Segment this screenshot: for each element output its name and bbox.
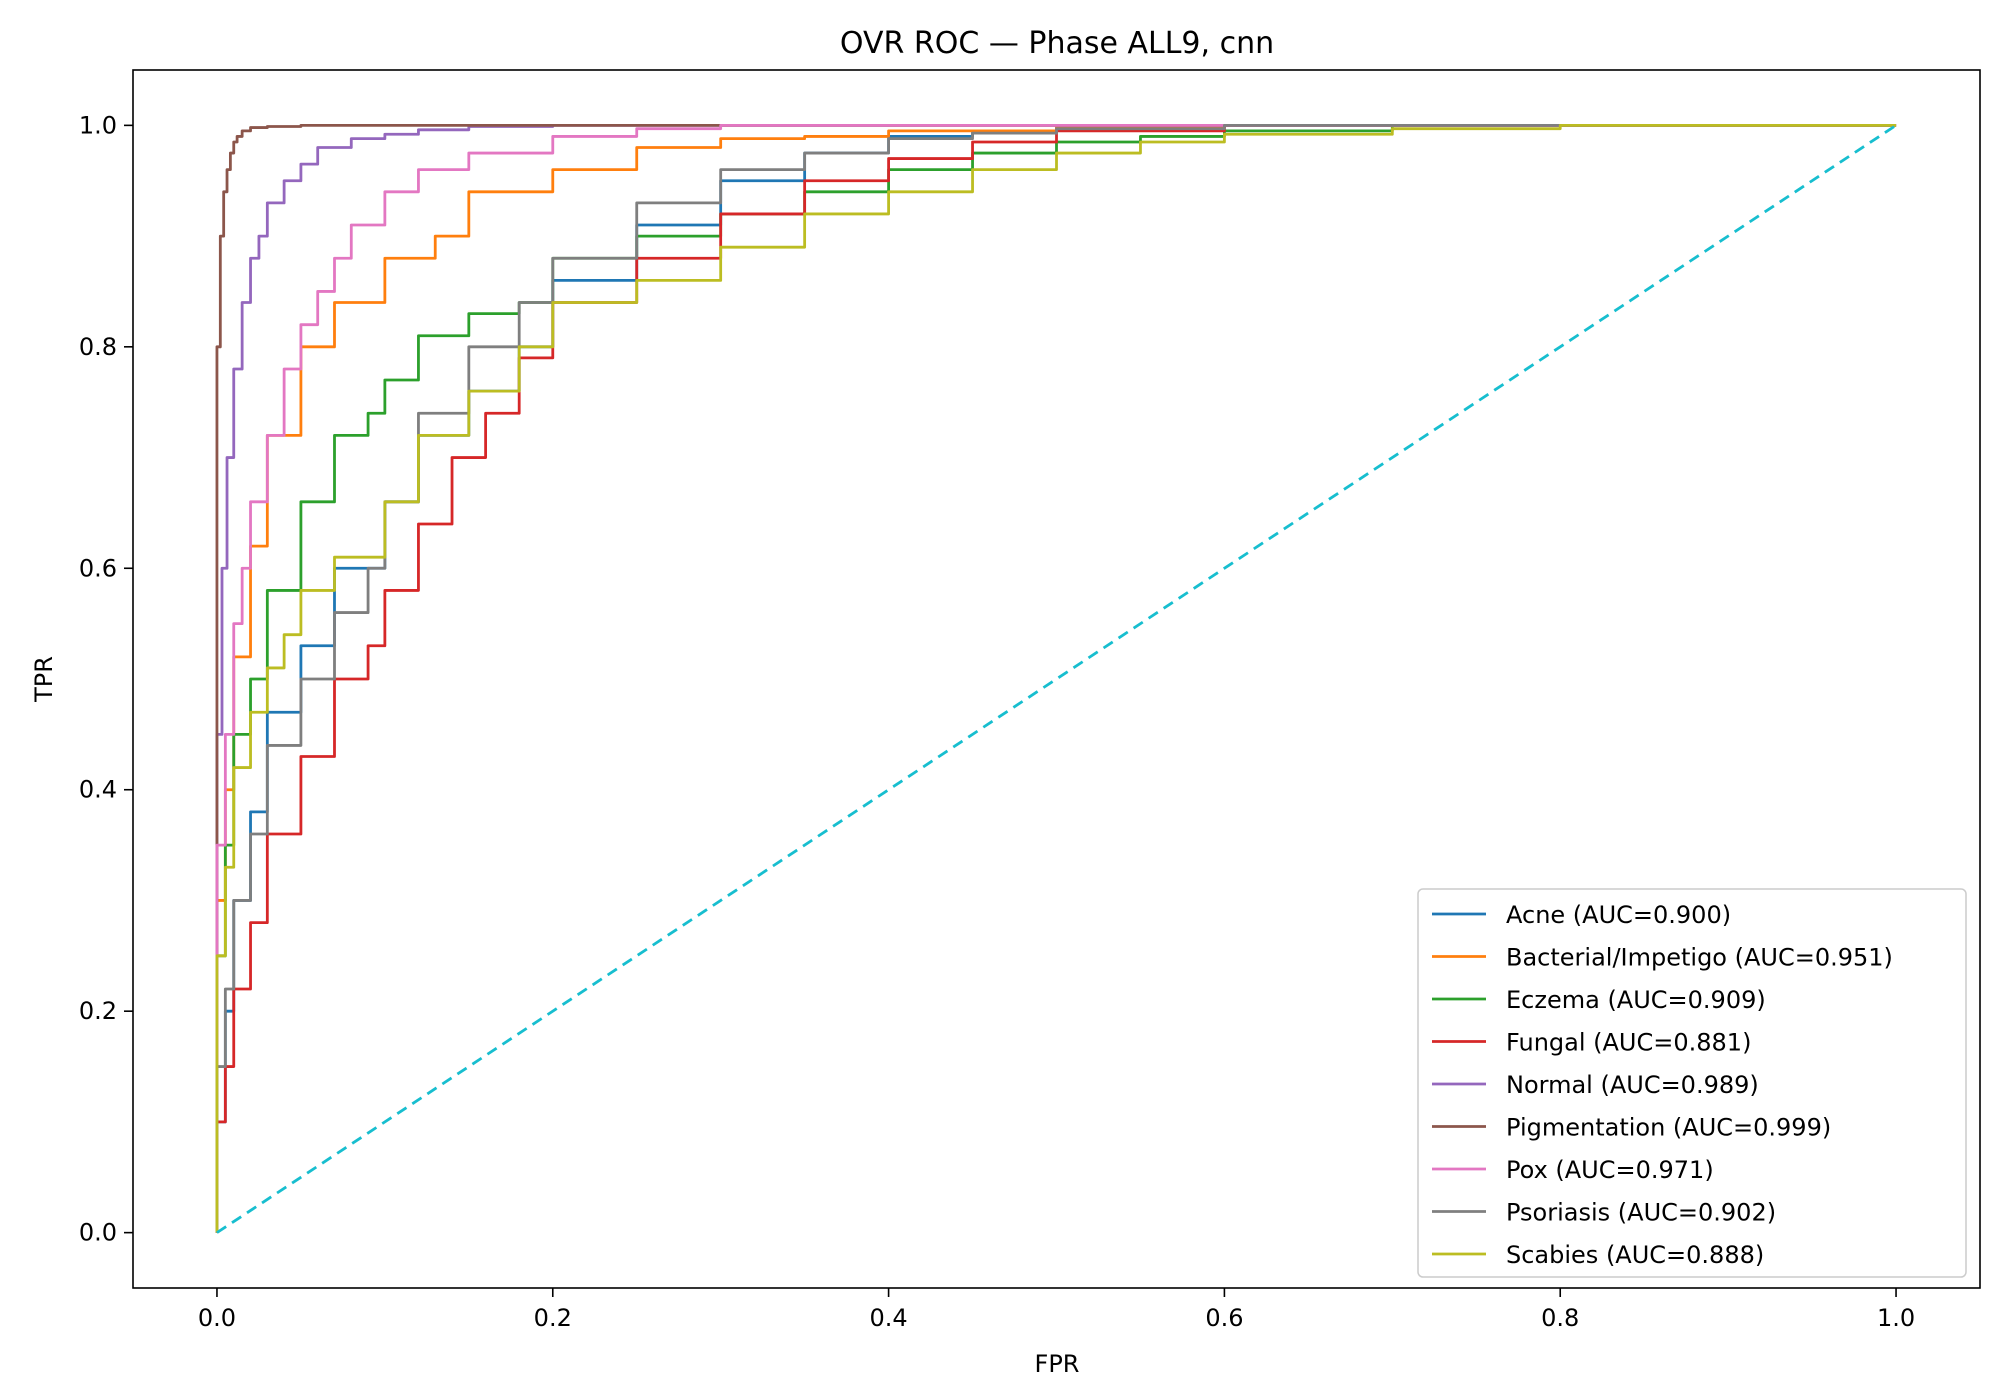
y-tick-label: 1.0 — [79, 111, 117, 139]
x-tick-label: 0.0 — [198, 1304, 236, 1332]
y-tick-label: 0.0 — [79, 1219, 117, 1247]
x-tick-label: 0.4 — [870, 1304, 908, 1332]
chart-title: OVR ROC — Phase ALL9, cnn — [840, 26, 1274, 61]
y-axis-label: TPR — [30, 656, 58, 703]
x-tick-label: 0.2 — [534, 1304, 572, 1332]
x-tick-label: 0.8 — [1541, 1304, 1579, 1332]
legend-item-label: Pox (AUC=0.971) — [1506, 1156, 1714, 1184]
series-line-6 — [215, 123, 1897, 1233]
legend-item-label: Fungal (AUC=0.881) — [1506, 1029, 1751, 1057]
chance-diagonal-line — [216, 124, 1897, 1234]
plot-area — [132, 69, 1981, 1289]
x-axis-label: FPR — [1035, 1350, 1080, 1378]
axes-frame — [132, 69, 1981, 1289]
y-tick-label: 0.4 — [79, 776, 117, 804]
legend: Acne (AUC=0.900) Bacterial/Impetigo (AUC=… — [1417, 888, 1967, 1278]
y-tick-label: 0.2 — [79, 997, 117, 1025]
x-tick-label: 0.6 — [1205, 1304, 1243, 1332]
x-tick-label: 1.0 — [1877, 1304, 1915, 1332]
legend-item-label: Normal (AUC=0.989) — [1506, 1071, 1759, 1099]
series-line-4 — [215, 123, 1897, 1233]
y-tick-label: 0.8 — [79, 333, 117, 361]
legend-item-label: Eczema (AUC=0.909) — [1506, 986, 1766, 1014]
legend-item-label: Pigmentation (AUC=0.999) — [1506, 1114, 1831, 1142]
legend-item-label: Bacterial/Impetigo (AUC=0.951) — [1506, 944, 1893, 972]
y-axis-ticks: 0.0 0.2 0.4 0.6 0.8 1.0 — [79, 111, 133, 1247]
legend-item-label: Acne (AUC=0.900) — [1506, 901, 1731, 929]
series-line-3 — [215, 123, 1897, 1233]
legend-item-label: Psoriasis (AUC=0.902) — [1506, 1199, 1776, 1227]
x-axis-ticks: 0.0 0.2 0.4 0.6 0.8 1.0 — [198, 1288, 1915, 1332]
series-line-8 — [215, 123, 1897, 1233]
series-layer — [215, 123, 1897, 1234]
series-line-5 — [215, 123, 1897, 1233]
y-tick-label: 0.6 — [79, 554, 117, 582]
series-line-7 — [215, 123, 1897, 1233]
legend-box — [1417, 888, 1967, 1278]
legend-item-label: Scabies (AUC=0.888) — [1506, 1241, 1764, 1269]
